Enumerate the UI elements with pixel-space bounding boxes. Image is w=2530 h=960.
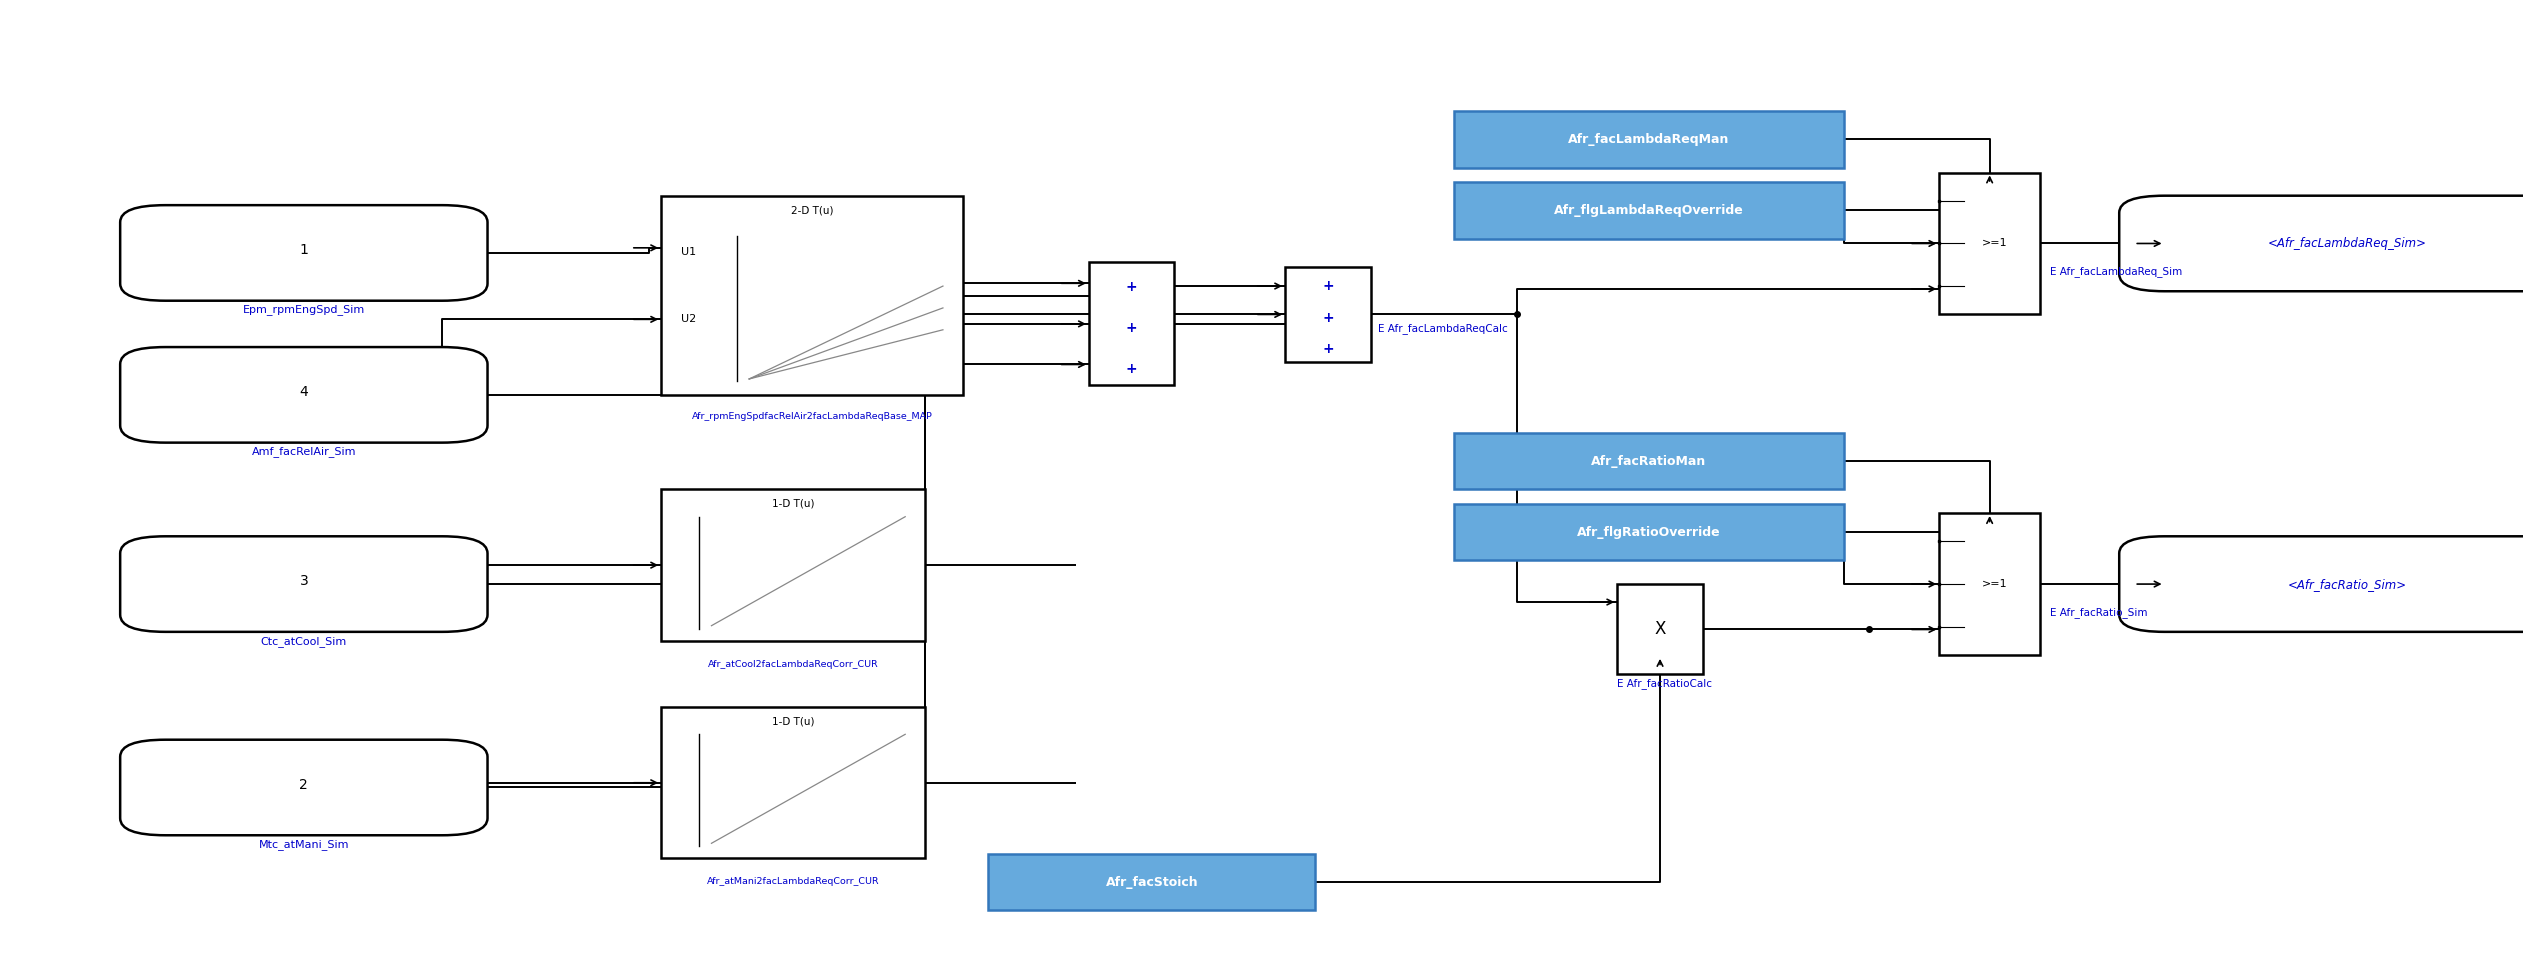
Text: Afr_atMani2facLambdaReqCorr_CUR: Afr_atMani2facLambdaReqCorr_CUR bbox=[706, 877, 880, 886]
Bar bbox=[989, 853, 1316, 910]
Text: +: + bbox=[1126, 321, 1138, 335]
Text: +: + bbox=[1323, 342, 1333, 356]
Text: Afr_rpmEngSpdfacRelAir2facLambdaReqBase_MAP: Afr_rpmEngSpdfacRelAir2facLambdaReqBase_… bbox=[691, 412, 934, 420]
Text: Afr_flgLambdaReqOverride: Afr_flgLambdaReqOverride bbox=[1553, 204, 1743, 217]
Text: +: + bbox=[1323, 311, 1333, 324]
Text: 2-D T(u): 2-D T(u) bbox=[792, 205, 832, 216]
Text: 3: 3 bbox=[299, 574, 309, 588]
FancyBboxPatch shape bbox=[119, 537, 488, 632]
Text: E Afr_facRatio_Sim: E Afr_facRatio_Sim bbox=[2049, 607, 2148, 618]
Text: 1: 1 bbox=[299, 243, 309, 257]
Text: X: X bbox=[1655, 620, 1665, 638]
FancyBboxPatch shape bbox=[119, 348, 488, 443]
Text: Epm_rpmEngSpd_Sim: Epm_rpmEngSpd_Sim bbox=[243, 304, 364, 316]
Bar bbox=[1617, 584, 1703, 674]
Text: Afr_facRatioMan: Afr_facRatioMan bbox=[1591, 455, 1705, 468]
Text: E Afr_facLambdaReq_Sim: E Afr_facLambdaReq_Sim bbox=[2049, 267, 2183, 277]
Bar bbox=[1455, 504, 1844, 561]
Text: Afr_flgRatioOverride: Afr_flgRatioOverride bbox=[1576, 525, 1720, 539]
Text: Mtc_atMani_Sim: Mtc_atMani_Sim bbox=[258, 839, 349, 850]
Text: Amf_facRelAir_Sim: Amf_facRelAir_Sim bbox=[250, 446, 357, 457]
Text: E Afr_facLambdaReqCalc: E Afr_facLambdaReqCalc bbox=[1379, 324, 1508, 334]
Bar bbox=[1455, 111, 1844, 168]
Text: +: + bbox=[1323, 279, 1333, 293]
FancyBboxPatch shape bbox=[119, 740, 488, 835]
FancyBboxPatch shape bbox=[119, 205, 488, 300]
Text: U2: U2 bbox=[681, 314, 696, 324]
Text: Afr_atCool2facLambdaReqCorr_CUR: Afr_atCool2facLambdaReqCorr_CUR bbox=[708, 660, 878, 669]
Text: Afr_facLambdaReqMan: Afr_facLambdaReqMan bbox=[1569, 132, 1731, 146]
Bar bbox=[1455, 433, 1844, 490]
Bar bbox=[660, 490, 926, 641]
Text: 4: 4 bbox=[299, 385, 309, 399]
Bar bbox=[1941, 173, 2039, 315]
Bar bbox=[1285, 267, 1371, 362]
FancyBboxPatch shape bbox=[2120, 196, 2530, 291]
Text: <Afr_facRatio_Sim>: <Afr_facRatio_Sim> bbox=[2287, 578, 2406, 590]
Text: 1-D T(u): 1-D T(u) bbox=[772, 499, 815, 509]
Text: 1-D T(u): 1-D T(u) bbox=[772, 716, 815, 727]
Bar bbox=[660, 708, 926, 858]
Text: 2: 2 bbox=[299, 778, 309, 792]
Text: +: + bbox=[1126, 362, 1138, 376]
Bar bbox=[660, 196, 964, 395]
Bar bbox=[1455, 182, 1844, 239]
Text: >=1: >=1 bbox=[1981, 579, 2006, 589]
Text: E Afr_facRatioCalc: E Afr_facRatioCalc bbox=[1617, 678, 1713, 689]
Text: <Afr_facLambdaReq_Sim>: <Afr_facLambdaReq_Sim> bbox=[2267, 237, 2426, 250]
Text: Ctc_atCool_Sim: Ctc_atCool_Sim bbox=[261, 636, 347, 646]
Text: >=1: >=1 bbox=[1981, 238, 2006, 249]
Bar bbox=[1941, 513, 2039, 655]
Bar bbox=[1088, 262, 1174, 385]
Text: +: + bbox=[1126, 280, 1138, 294]
Text: U1: U1 bbox=[681, 247, 696, 256]
Text: Afr_facStoich: Afr_facStoich bbox=[1106, 876, 1199, 889]
FancyBboxPatch shape bbox=[2120, 537, 2530, 632]
